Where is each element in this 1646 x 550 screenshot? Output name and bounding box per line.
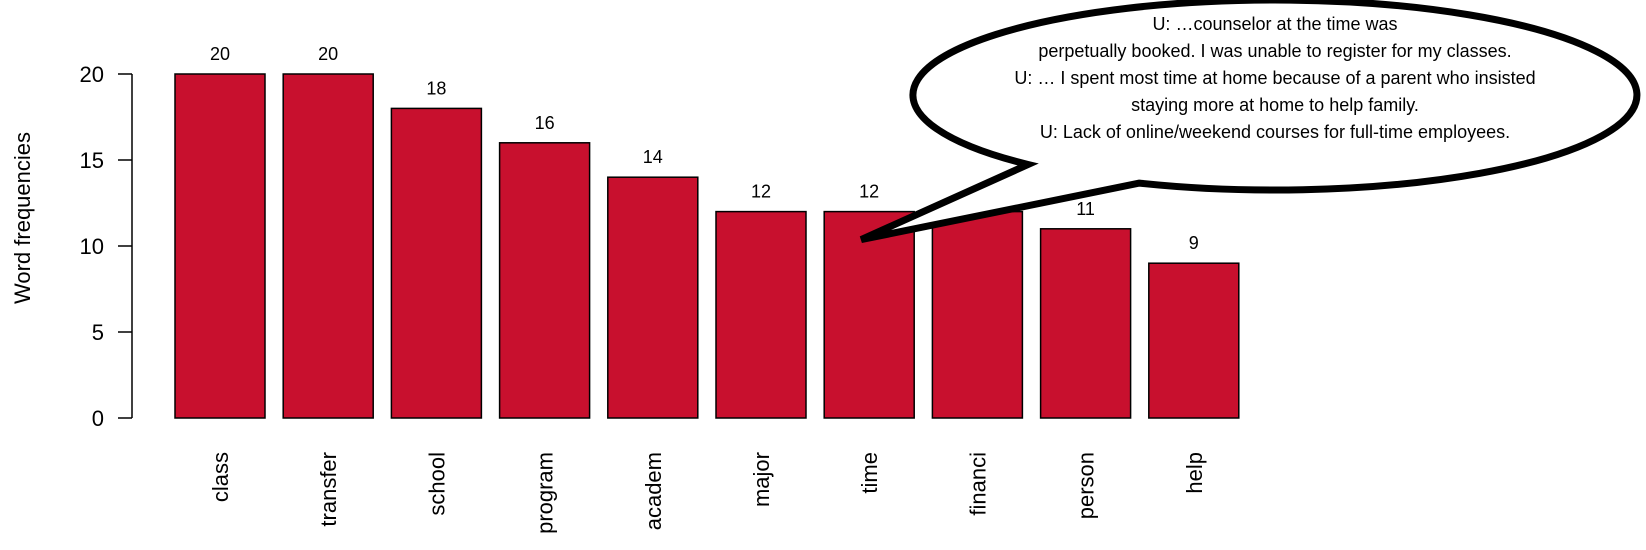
value-label-major: 12 [751,182,771,202]
x-tick-label-major: major [749,452,774,507]
bar-school [390,107,483,419]
x-tick-label-financi: financi [965,452,990,516]
y-tick-label: 5 [92,320,104,345]
x-tick-label-class: class [208,452,233,502]
annotation-line: U: … I spent most time at home because o… [1014,68,1535,88]
bars [174,73,1240,419]
x-tick-label-person: person [1074,452,1099,519]
x-tick-label-transfer: transfer [316,452,341,527]
y-tick-label: 10 [80,234,104,259]
annotation-line: U: …counselor at the time was [1152,14,1397,34]
annotation-line: perpetually booked. I was unable to regi… [1038,41,1511,61]
value-label-school: 18 [426,78,446,98]
y-axis: 0 5 10 15 20 [80,62,133,431]
x-tick-label-academ: academ [641,452,666,530]
value-label-class: 20 [210,44,230,64]
value-labels: 20 20 18 16 14 12 12 11 9 [210,44,1199,253]
bar-time [823,210,915,419]
bar-major [715,210,807,419]
value-label-program: 16 [535,113,555,133]
bar-help [1148,262,1240,419]
value-label-person: 11 [1076,199,1095,219]
annotation-callout: U: …counselor at the time was perpetually… [859,0,1641,244]
bar-program [498,142,591,419]
value-label-time: 12 [859,182,879,202]
annotation-text: U: …counselor at the time was perpetually… [1014,14,1535,142]
bar-class [174,73,266,419]
category-labels: class transfer school program academ major tim… [208,452,1207,534]
y-tick-label: 0 [92,406,104,431]
value-label-transfer: 20 [318,44,338,64]
y-axis-label: Word frequencies [10,132,35,304]
speech-bubble [859,0,1641,244]
bar-transfer [282,73,374,419]
y-tick-label: 20 [80,62,104,87]
annotation-line: staying more at home to help family. [1131,95,1419,115]
y-tick-label: 15 [80,148,104,173]
annotation-line: U: Lack of online/weekend courses for fu… [1040,122,1510,142]
x-tick-label-school: school [424,452,449,516]
value-label-academ: 14 [643,147,663,167]
bar-person [1039,228,1132,419]
bar-academ [607,176,699,419]
bar-financi [931,210,1024,419]
value-label-help: 9 [1189,233,1199,253]
x-tick-label-time: time [857,452,882,494]
x-tick-label-program: program [533,452,558,534]
x-tick-label-help: help [1182,452,1207,494]
